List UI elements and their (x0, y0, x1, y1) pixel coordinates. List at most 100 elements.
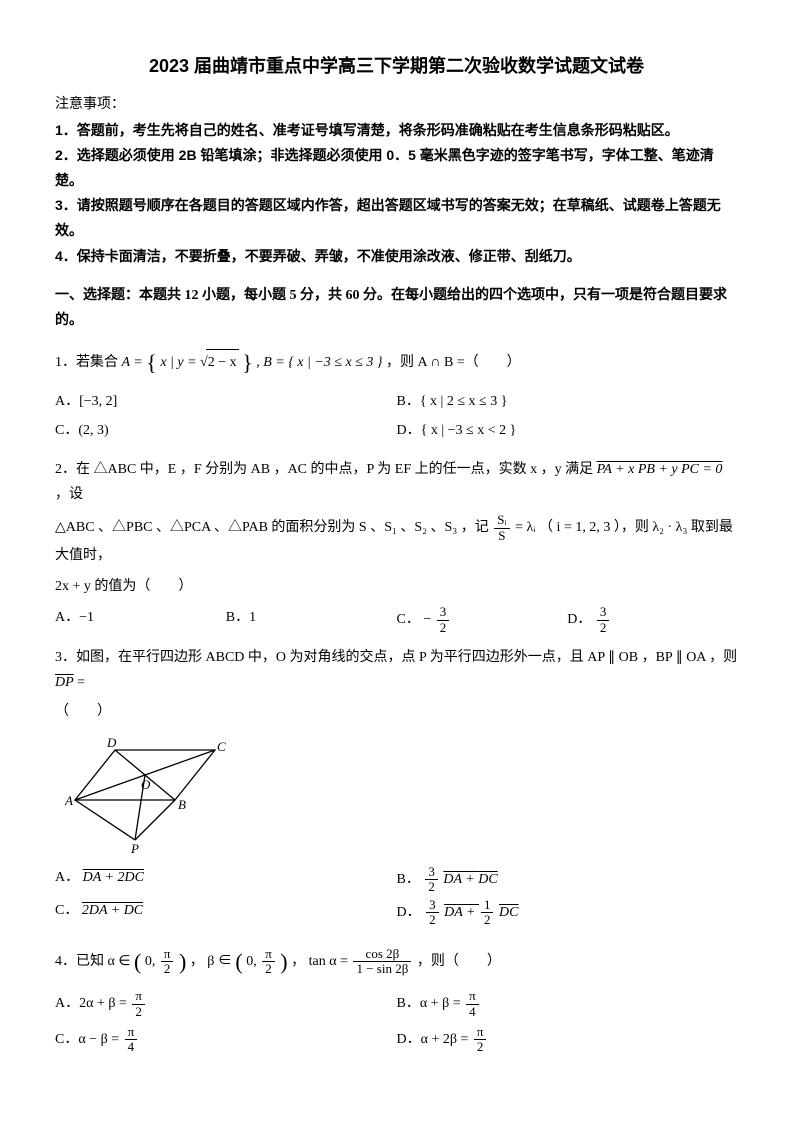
question-2: 2．在 △ABC 中，E ，F 分别为 AB ，AC 的中点，P 为 EF 上的… (55, 457, 738, 507)
q2-c-frac: 3 2 (437, 605, 450, 635)
q4-b-frac: π 4 (466, 989, 479, 1019)
q3-b-pre: B． (397, 872, 420, 887)
q4-bigfrac: cos 2β 1 − sin 2β (353, 947, 411, 977)
question-4: 4．已知 α ∈ ( 0, π 2 ) ， β ∈ ( 0, π 2 ) ， t… (55, 942, 738, 982)
q4-opt-c: C．α − β = π 4 (55, 1025, 397, 1055)
paren-open-1: ( (134, 949, 141, 974)
q4-int1-n: π (161, 947, 174, 962)
q3-b-n1: 3 (425, 865, 438, 880)
q4-post: ，则（ ） (417, 954, 501, 969)
q4-int2-d: 2 (262, 962, 275, 976)
q3-d-tail: DC (499, 905, 518, 920)
q4-d-n: π (474, 1025, 487, 1040)
q2-d-pre: D． (567, 612, 591, 627)
q3-b-d1: 2 (425, 880, 438, 894)
paren-close-1: ) (179, 949, 186, 974)
brace-close: } (242, 350, 253, 375)
lbl-O: O (141, 777, 151, 792)
notice-3: 3．请按照题号顺序在各题目的答题区域内作答，超出答题区域书写的答案无效；在草稿纸… (55, 193, 738, 243)
q4-c-n: π (125, 1025, 138, 1040)
q2-opt-b: B．1 (226, 605, 397, 635)
q4-a-n: π (132, 989, 145, 1004)
q4-a-pre: A．2α + β = (55, 996, 130, 1011)
lbl-P: P (130, 841, 139, 855)
q1-stem-pre: 1．若集合 (55, 355, 122, 370)
q2-l2a: △ABC 、△PBC 、△PCA 、△PAB 的面积分别为 S 、S₁ 、S₂ … (55, 520, 492, 535)
exam-title: 2023 届曲靖市重点中学高三下学期第二次验收数学试题文试卷 (55, 50, 738, 82)
q4-d-d: 2 (474, 1040, 487, 1054)
brace-open: { (146, 350, 157, 375)
q4-c1: ， β ∈ (190, 954, 236, 969)
q4-c-frac: π 4 (125, 1025, 138, 1055)
q3-d-n1: 3 (426, 898, 439, 913)
q4-d-pre: D．α + 2β = (397, 1032, 472, 1047)
q2-d-den: 2 (597, 621, 610, 635)
q3-a-pre: A． (55, 870, 79, 885)
q3-c-pre: C． (55, 903, 78, 918)
q3-dp: DP (55, 675, 74, 690)
q4-c-pre: C．α − β = (55, 1032, 123, 1047)
q3-b-f1: 3 2 (425, 865, 438, 895)
q1-setB: , B = { x | −3 ≤ x ≤ 3 } (256, 355, 382, 370)
q2-options: A．−1 B．1 C． − 3 2 D． 3 2 (55, 605, 738, 635)
q4-opt-a: A．2α + β = π 2 (55, 989, 397, 1019)
q3-b-mid: DA + (443, 872, 478, 887)
q3-b-tail: DC (478, 872, 497, 887)
q3-a-body: DA + 2DC (83, 870, 144, 885)
q3-eq: = (77, 675, 85, 690)
q2-c-neg: − (423, 612, 434, 627)
q1-opt-c: C．(2, 3) (55, 418, 397, 443)
lbl-D: D (106, 735, 117, 750)
q2-frac: Sᵢ S (494, 513, 509, 543)
q2-vec: PA + x PB + y PC = 0 (597, 462, 723, 477)
q2-c-den: 2 (437, 621, 450, 635)
q3-diagram: A B C D O P (65, 735, 235, 855)
q3-d-d1: 2 (426, 913, 439, 927)
lbl-A: A (65, 793, 73, 808)
q4-pre: 4．已知 α ∈ (55, 954, 134, 969)
q4-int1-frac: π 2 (161, 947, 174, 977)
q2-opt-a: A．−1 (55, 605, 226, 635)
q2-l1a: 2．在 △ABC 中，E ，F 分别为 AB ，AC 的中点，P 为 EF 上的… (55, 462, 597, 477)
q2-l1b: ，设 (55, 487, 83, 502)
section-1-heading: 一、选择题：本题共 12 小题，每小题 5 分，共 60 分。在每小题给出的四个… (55, 283, 738, 333)
question-1: 1．若集合 A = { x | y = 2 − x } , B = { x | … (55, 343, 738, 383)
q2-d-frac: 3 2 (597, 605, 610, 635)
q1-setA-pre: A = (122, 355, 147, 370)
q2-d-num: 3 (597, 605, 610, 620)
q3-d-f2: 1 2 (481, 898, 494, 928)
q4-int1a: 0, (145, 954, 159, 969)
q4-opt-d: D．α + 2β = π 2 (397, 1025, 739, 1055)
q3-d-d2: 2 (481, 913, 494, 927)
question-3: 3．如图，在平行四边形 ABCD 中，O 为对角线的交点，点 P 为平行四边形外… (55, 645, 738, 695)
q3-opt-d: D． 3 2 DA + 1 2 DC (397, 898, 739, 928)
q1-opt-b: B．{ x | 2 ≤ x ≤ 3 } (397, 389, 739, 414)
notice-1: 1．答题前，考生先将自己的姓名、准考证号填写清楚，将条形码准确粘贴在考生信息条形… (55, 118, 738, 143)
q4-d-frac: π 2 (474, 1025, 487, 1055)
lbl-C: C (217, 739, 226, 754)
q4-int2-n: π (262, 947, 275, 962)
q4-b-n: π (466, 989, 479, 1004)
q3-opt-b: B． 3 2 DA + DC (397, 865, 739, 895)
question-2-line2: △ABC 、△PBC 、△PCA 、△PAB 的面积分别为 S 、S₁ 、S₂ … (55, 513, 738, 568)
q4-options: A．2α + β = π 2 B．α + β = π 4 C．α − β = π… (55, 989, 738, 1060)
q3-d-f1: 3 2 (426, 898, 439, 928)
q2-frac-num: Sᵢ (494, 513, 509, 528)
q4-int1-d: 2 (161, 962, 174, 976)
q2-opt-c: C． − 3 2 (397, 605, 568, 635)
q1-sqrt: 2 − x (206, 349, 239, 375)
q3-c-body: 2DA + DC (82, 903, 143, 918)
q2-opt-d: D． 3 2 (567, 605, 738, 635)
q3-opt-a: A． DA + 2DC (55, 865, 397, 895)
q1-opt-d: D．{ x | −3 ≤ x < 2 } (397, 418, 739, 443)
q4-b-d: 4 (466, 1005, 479, 1019)
question-2-line3: 2x + y 的值为（ ） (55, 574, 738, 599)
notice-2: 2．选择题必须使用 2B 铅笔填涂；非选择题必须使用 0．5 毫米黑色字迹的签字… (55, 143, 738, 193)
notice-4: 4．保持卡面清洁，不要折叠，不要弄破、弄皱，不准使用涂改液、修正带、刮纸刀。 (55, 244, 738, 269)
q4-bignum: cos 2β (353, 947, 411, 962)
q3-d-pre: D． (397, 905, 421, 920)
q1-stem-post: ，则 A ∩ B =（ ） (386, 355, 521, 370)
q2-c-pre: C． (397, 612, 420, 627)
q4-int2-frac: π 2 (262, 947, 275, 977)
paren-open-2: ( (235, 949, 242, 974)
